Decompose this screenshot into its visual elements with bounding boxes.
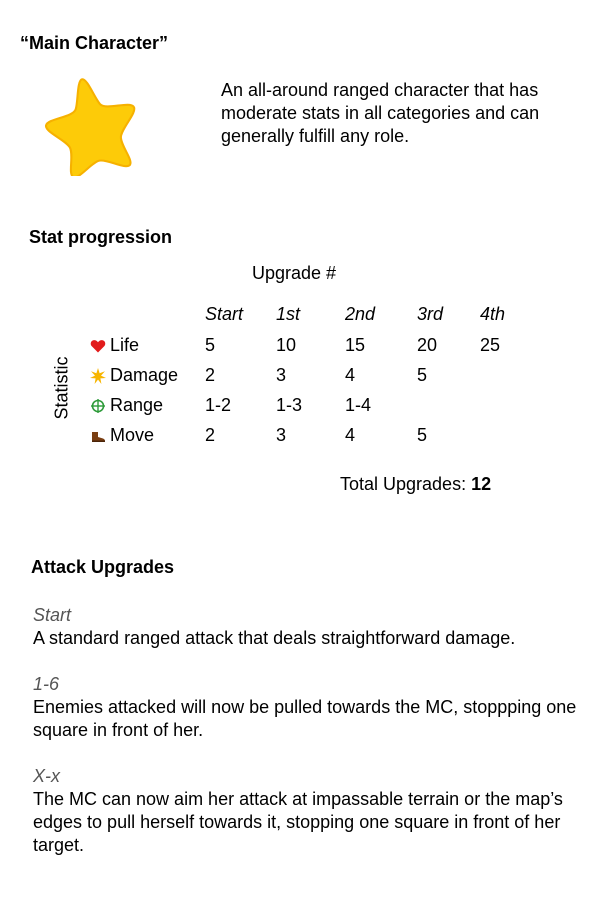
stat-row-range: Range 1-2 1-3 1-4 (0, 395, 595, 419)
attack-upgrade-tag: 1-6 (33, 674, 60, 694)
stat-label-move: Move (110, 425, 155, 445)
star-icon (45, 78, 136, 176)
attack-upgrade-tag: Start (33, 605, 72, 625)
stat-label-life: Life (110, 335, 140, 355)
column-header-3rd: 3rd (417, 304, 444, 324)
upgrade-number-label: Upgrade # (252, 263, 337, 283)
attack-upgrade-item: 1-6 Enemies attacked will now be pulled … (33, 673, 578, 742)
stat-value: 1-3 (276, 395, 303, 415)
attack-upgrade-item: Start A standard ranged attack that deal… (33, 604, 578, 650)
total-upgrades-label: Total Upgrades: (340, 474, 467, 494)
attack-upgrades-heading: Attack Upgrades (31, 557, 175, 577)
column-header-start: Start (205, 304, 244, 324)
stat-value: 3 (276, 425, 287, 445)
total-upgrades-value: 12 (471, 474, 492, 494)
attack-upgrade-text: A standard ranged attack that deals stra… (33, 628, 516, 648)
character-description: An all-around ranged character that has … (221, 80, 540, 146)
attack-upgrade-text: The MC can now aim her attack at impassa… (33, 789, 563, 855)
stat-value: 1-4 (345, 395, 372, 415)
stat-value: 5 (205, 335, 216, 355)
attack-upgrade-tag: X-x (33, 766, 60, 786)
character-title: “Main Character” (20, 33, 169, 53)
stat-value: 25 (480, 335, 501, 355)
stat-value: 10 (276, 335, 297, 355)
stat-value: 4 (345, 425, 356, 445)
column-header-1st: 1st (276, 304, 301, 324)
stat-value: 1-2 (205, 395, 232, 415)
stat-value: 15 (345, 335, 366, 355)
stat-row-damage: Damage 2 3 4 5 (0, 365, 595, 389)
attack-upgrade-text: Enemies attacked will now be pulled towa… (33, 697, 577, 740)
attack-upgrade-item: X-x The MC can now aim her attack at imp… (33, 765, 578, 857)
stat-value: 3 (276, 365, 287, 385)
stat-value: 4 (345, 365, 356, 385)
stat-value: 20 (417, 335, 438, 355)
stat-value: 5 (417, 425, 428, 445)
total-upgrades: Total Upgrades: 12 (340, 474, 491, 495)
column-header-4th: 4th (480, 304, 506, 324)
stat-row-move: Move 2 3 4 5 (0, 425, 595, 449)
stat-value: 5 (417, 365, 428, 385)
heart-icon (90, 340, 106, 353)
burst-icon (90, 368, 106, 384)
stat-label-damage: Damage (110, 365, 179, 385)
stat-label-range: Range (110, 395, 164, 415)
stat-value: 2 (205, 425, 216, 445)
boot-icon (92, 432, 105, 442)
stat-progression-heading: Stat progression (29, 227, 173, 247)
crosshair-icon (91, 399, 105, 413)
column-header-2nd: 2nd (345, 304, 376, 324)
stat-value: 2 (205, 365, 216, 385)
stat-row-life: Life 5 10 15 20 25 (0, 335, 595, 359)
